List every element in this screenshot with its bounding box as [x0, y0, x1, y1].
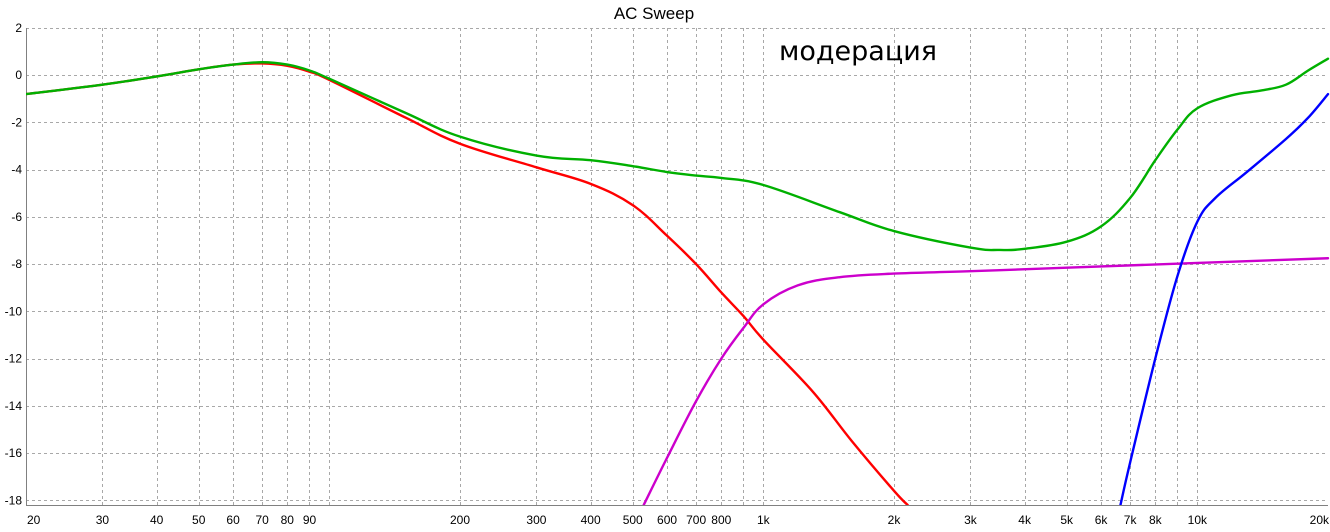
x-tick-label: 500 [623, 513, 643, 527]
x-tick-label: 600 [657, 513, 677, 527]
x-tick-label: 200 [450, 513, 470, 527]
x-tick-label: 1k [757, 513, 771, 527]
x-tick-label: 3k [964, 513, 978, 527]
chart-annotation: модерация [779, 36, 937, 67]
chart-title: AC Sweep [614, 4, 694, 23]
x-tick-label: 6k [1095, 513, 1109, 527]
x-tick-label: 10k [1188, 513, 1208, 527]
axes [26, 28, 1328, 506]
y-tick-label: -8 [11, 257, 22, 271]
y-tick-label: 0 [15, 68, 22, 82]
x-tick-label: 4k [1018, 513, 1032, 527]
series-line-3 [642, 257, 1330, 505]
y-tick-label: -16 [5, 446, 23, 460]
x-tick-label: 8k [1149, 513, 1163, 527]
x-tick-label: 50 [192, 513, 206, 527]
y-tick-label: 2 [15, 21, 22, 35]
x-tick-label: 60 [226, 513, 240, 527]
x-tick-label: 70 [255, 513, 269, 527]
x-tick-label: 800 [711, 513, 731, 527]
x-tick-label: 20k [1310, 513, 1330, 527]
series-line-1 [26, 62, 909, 505]
x-tick-label: 300 [526, 513, 546, 527]
x-tick-label: 5k [1060, 513, 1074, 527]
tick-labels: 20 30 40 50 60 70 80 90 200 300 400 500 600 700 800 1k 2… [5, 21, 1330, 527]
x-tick-label: 7k [1124, 513, 1138, 527]
grid [26, 28, 1328, 505]
y-tick-label: -14 [5, 399, 23, 413]
y-tick-label: -4 [11, 163, 22, 177]
x-tick-label: 20 [27, 513, 41, 527]
x-tick-label: 400 [581, 513, 601, 527]
x-tick-label: 80 [281, 513, 295, 527]
y-tick-label: -18 [5, 493, 23, 507]
series-line-2 [26, 57, 1330, 252]
x-tick-label: 700 [686, 513, 706, 527]
series-line-4 [1119, 92, 1330, 505]
x-tick-label: 40 [150, 513, 164, 527]
y-tick-label: -10 [5, 304, 23, 318]
series-lines [26, 57, 1330, 505]
x-tick-label: 30 [96, 513, 110, 527]
y-tick-label: -2 [11, 115, 22, 129]
x-tick-label: 90 [303, 513, 317, 527]
x-tick-label: 2k [888, 513, 902, 527]
y-tick-label: -6 [11, 210, 22, 224]
y-tick-label: -12 [5, 352, 23, 366]
